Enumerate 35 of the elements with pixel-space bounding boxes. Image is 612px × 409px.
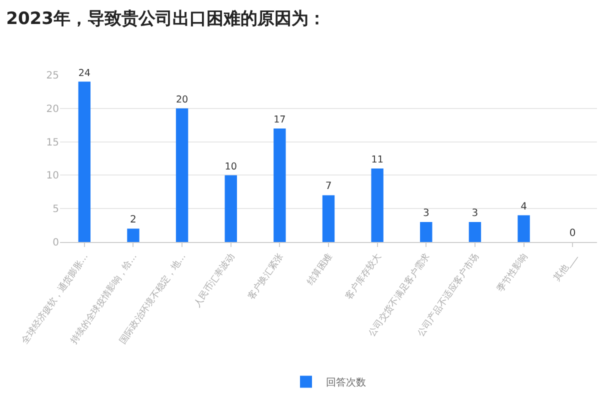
data-label: 10 (224, 161, 237, 172)
legend-label: 回答次数 (326, 376, 366, 389)
data-label: 2 (130, 214, 136, 226)
y-tick-label: 15 (46, 137, 59, 148)
data-label: 3 (422, 208, 430, 219)
data-label: 3 (472, 208, 478, 219)
data-label: 0 (569, 228, 576, 239)
bar (78, 82, 91, 242)
y-tick-label: 5 (52, 204, 59, 216)
x-tick-label: 结算困难 (304, 251, 335, 288)
data-label: 17 (274, 114, 286, 126)
bar (371, 168, 384, 242)
x-tick-label: 客户换汇紧张 (246, 251, 286, 302)
chart-title: 2023年，导致贵公司出口困难的原因为： (6, 9, 326, 30)
bar (176, 108, 188, 242)
data-label: 24 (78, 68, 91, 79)
data-label: 4 (520, 201, 527, 212)
y-tick-label: 0 (52, 238, 59, 248)
x-tick-label: 其他___ (552, 250, 580, 284)
bar (468, 222, 482, 242)
bar (518, 215, 530, 242)
bar (420, 222, 432, 242)
bar (127, 228, 140, 242)
y-tick-label: 20 (46, 104, 59, 115)
data-label: 11 (371, 154, 384, 166)
y-tick-label: 10 (46, 170, 59, 182)
x-tick-label: 客户库存较大 (343, 251, 384, 302)
bar (224, 175, 237, 242)
bar (322, 195, 335, 242)
x-tick-label: 季节性影响 (495, 251, 530, 294)
x-tick-label: 人民币汇率波动 (192, 251, 238, 310)
bar (274, 128, 286, 242)
y-tick-label: 25 (46, 70, 59, 82)
data-label: 7 (325, 181, 332, 192)
data-label: 20 (176, 94, 188, 106)
